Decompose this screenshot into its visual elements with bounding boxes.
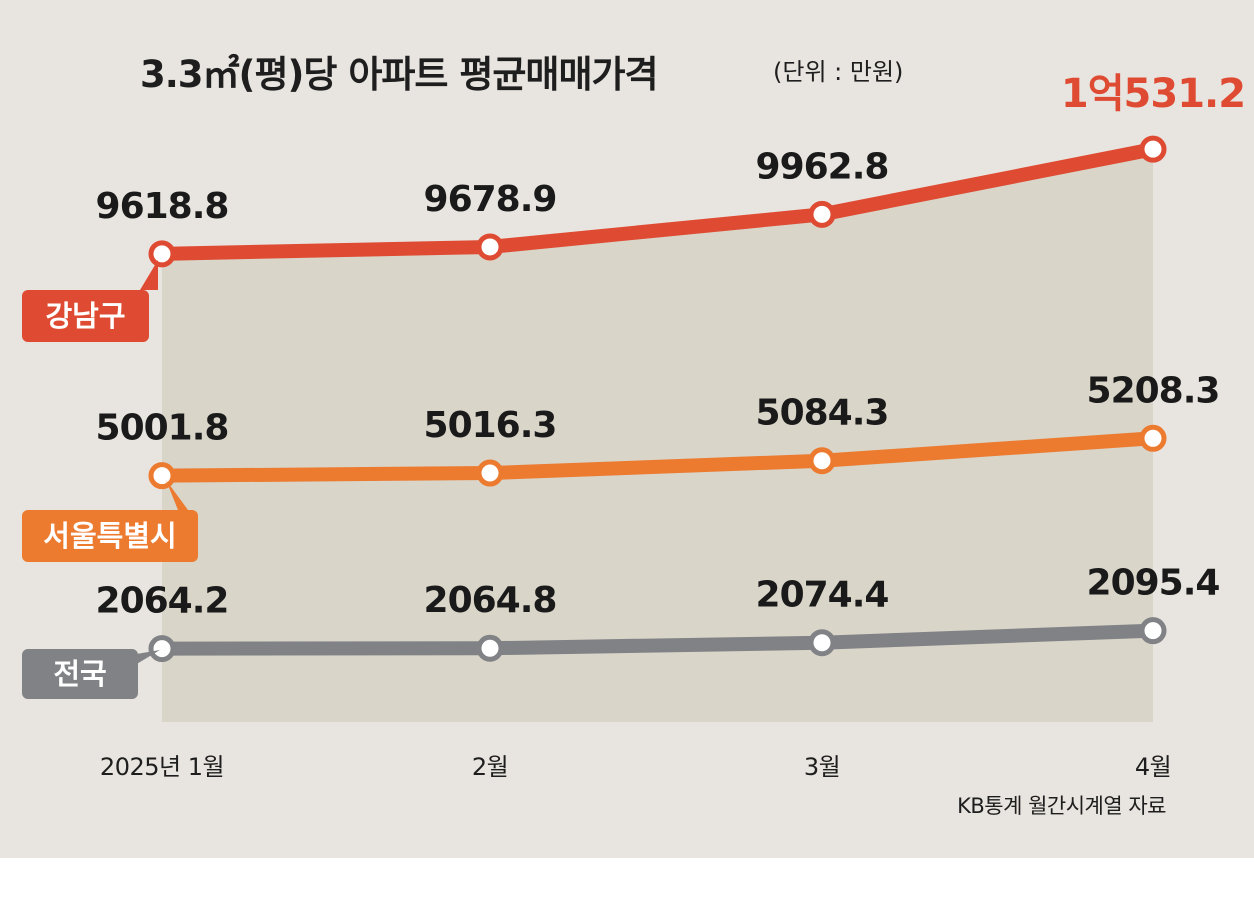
data-point-2-3 — [808, 447, 836, 475]
chart-title: 3.3㎡(평)당 아파트 평균매매가격 — [140, 53, 658, 96]
data-point-3-3 — [808, 629, 836, 657]
data-label-3-1: 2064.2 — [96, 581, 229, 622]
data-point-1-3 — [808, 200, 836, 228]
data-label-3-3: 2074.4 — [756, 575, 889, 616]
data-point-1-2 — [476, 233, 504, 261]
series-label-2: 서울특별시 — [43, 519, 176, 553]
data-point-3-4 — [1139, 617, 1167, 645]
data-label-2-3: 5084.3 — [756, 393, 889, 434]
series-line-2 — [155, 431, 1160, 483]
series-label-box-1 — [22, 290, 149, 342]
data-label-2-1: 5001.8 — [96, 408, 229, 449]
series-label-box-2 — [22, 510, 198, 562]
data-label-3-4: 2095.4 — [1087, 563, 1220, 604]
data-point-3-1 — [148, 635, 176, 663]
data-label-2-2: 5016.3 — [424, 405, 557, 446]
data-label-1-4: 1억531.2 — [1061, 71, 1245, 117]
series-label-box-3 — [22, 649, 138, 699]
series-label-3: 전국 — [53, 657, 106, 691]
x-tick-label-2: 2월 — [472, 753, 508, 781]
series-line-3 — [155, 623, 1160, 656]
data-label-1-3: 9962.8 — [756, 146, 889, 187]
data-label-2-4: 5208.3 — [1087, 370, 1220, 411]
data-label-3-2: 2064.8 — [424, 580, 557, 621]
series-label-pointer-2 — [166, 480, 188, 510]
series-label-1: 강남구 — [45, 299, 125, 333]
data-point-2-2 — [476, 459, 504, 487]
source-note: KB통계 월간시계열 자료 — [957, 794, 1166, 818]
data-point-2-1 — [148, 462, 176, 490]
series-layer: 9618.8 9678.9 9962.8 1억531.2 강남구 5001.8 5016.3… — [22, 71, 1246, 699]
x-tick-label-1: 2025년 1월 — [100, 753, 224, 781]
plot-area — [162, 149, 1153, 723]
x-axis: 2025년 1월 2월 3월 4월 — [100, 753, 1172, 781]
data-point-2-4 — [1139, 424, 1167, 452]
x-tick-label-4: 4월 — [1135, 753, 1171, 781]
x-tick-label-3: 3월 — [804, 753, 840, 781]
data-label-1-2: 9678.9 — [424, 179, 557, 220]
chart-unit: (단위 : 만원) — [773, 58, 903, 86]
series-label-pointer-1 — [140, 260, 158, 290]
data-point-1-4 — [1139, 135, 1167, 163]
data-point-1-1 — [148, 240, 176, 268]
data-label-1-1: 9618.8 — [96, 186, 229, 227]
series-line-1 — [155, 142, 1160, 261]
data-point-3-2 — [476, 634, 504, 662]
